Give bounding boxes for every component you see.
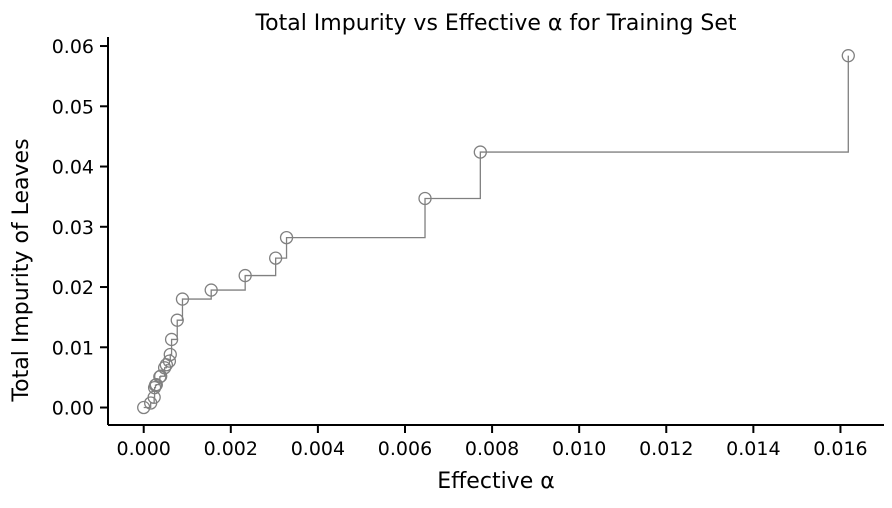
data-point-marker — [175, 292, 190, 306]
data-point-marker — [149, 377, 163, 392]
chart-title: Total Impurity vs Effective α for Traini… — [254, 11, 736, 36]
x-tick-label: 0.004 — [291, 438, 345, 460]
y-tick-label: 0.02 — [52, 277, 94, 299]
x-tick-label: 0.008 — [465, 438, 519, 460]
data-point-marker — [841, 49, 855, 63]
data-point-marker — [164, 332, 179, 347]
y-tick-label: 0.04 — [52, 157, 94, 179]
x-tick-label: 0.000 — [117, 438, 171, 460]
x-tick-label: 0.006 — [378, 438, 432, 460]
data-point-marker — [269, 251, 283, 265]
data-point-marker — [170, 313, 184, 327]
data-point-marker — [162, 354, 177, 368]
x-tick-label: 0.016 — [813, 438, 867, 460]
data-point-marker — [204, 283, 218, 297]
y-tick-label: 0.06 — [52, 36, 94, 58]
data-point-marker — [157, 361, 172, 375]
data-point-marker — [279, 230, 294, 245]
data-point-marker — [238, 268, 252, 283]
x-tick-label: 0.002 — [204, 438, 258, 460]
x-tick-label: 0.014 — [726, 438, 780, 460]
data-point-marker — [137, 400, 151, 415]
y-tick-label: 0.00 — [52, 398, 94, 420]
x-axis-label: Effective α — [437, 469, 554, 494]
axes-layer: 0.000 0.002 0.004 0.006 0.008 0.010 0.012 0.014… — [52, 36, 884, 460]
data-point-marker — [473, 145, 487, 159]
series-layer — [137, 49, 855, 415]
x-tick-label: 0.012 — [639, 438, 693, 460]
y-tick-label: 0.03 — [52, 217, 94, 239]
data-point-marker — [154, 369, 168, 383]
y-tick-label: 0.01 — [52, 337, 94, 359]
data-point-marker — [418, 191, 432, 206]
y-tick-label: 0.05 — [52, 96, 94, 118]
x-tick-label: 0.010 — [552, 438, 606, 460]
data-point-marker — [163, 347, 177, 362]
y-axis-label: Total Impurity of Leaves — [9, 138, 34, 402]
